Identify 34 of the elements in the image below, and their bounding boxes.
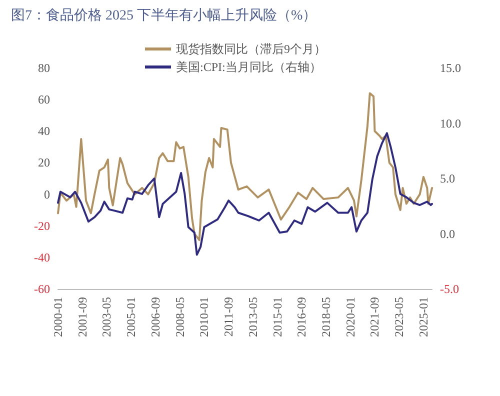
y-tick-label: -40: [34, 250, 50, 264]
line-series: [57, 132, 433, 256]
x-tick-label: 2025-01: [416, 297, 430, 337]
x-tick-label: 2023-05: [392, 297, 406, 337]
x-tick-label: 2011-09: [222, 297, 236, 337]
y2-tick-label: 0.0: [440, 226, 455, 241]
y-tick-label: 80: [38, 61, 50, 75]
x-tick-label: 2016-09: [294, 297, 309, 337]
x-tick-label: 2001-09: [75, 297, 90, 337]
y-tick-label: -20: [34, 218, 50, 233]
legend-label: 美国:CPI:当月同比（右轴）: [176, 60, 322, 74]
legend-label: 现货指数同比（滞后9个月）: [176, 42, 326, 56]
y2-tick-label: 5.0: [440, 172, 455, 186]
x-tick-label: 2005-01: [124, 297, 138, 337]
y-tick-label: 40: [38, 124, 50, 138]
line-series: [57, 92, 433, 242]
y-tick-label: 20: [38, 156, 50, 170]
x-tick-label: 2020-01: [343, 297, 358, 337]
x-tick-label: 2003-05: [100, 297, 114, 337]
chart-title: 图7：食品价格 2025 下半年有小幅上升风险（%）: [11, 8, 317, 24]
y2-tick-label: 15.0: [440, 61, 461, 75]
x-tick-label: 2021-09: [368, 297, 382, 337]
y-tick-label: 0: [44, 187, 50, 202]
x-tick-label: 2008-05: [172, 297, 187, 337]
x-tick-label: 2015-01: [270, 297, 284, 337]
y-tick-label: -60: [34, 282, 50, 296]
y-tick-label: 60: [38, 92, 50, 107]
y2-tick-label: 10.0: [440, 116, 461, 130]
x-tick-label: 2010-01: [197, 297, 212, 337]
x-tick-label: 2000-01: [51, 297, 65, 337]
y2-tick-label: -5.0: [440, 282, 459, 296]
x-tick-label: 2006-09: [148, 297, 162, 337]
x-tick-label: 2018-05: [319, 297, 334, 337]
x-tick-label: 2013-05: [246, 297, 260, 337]
